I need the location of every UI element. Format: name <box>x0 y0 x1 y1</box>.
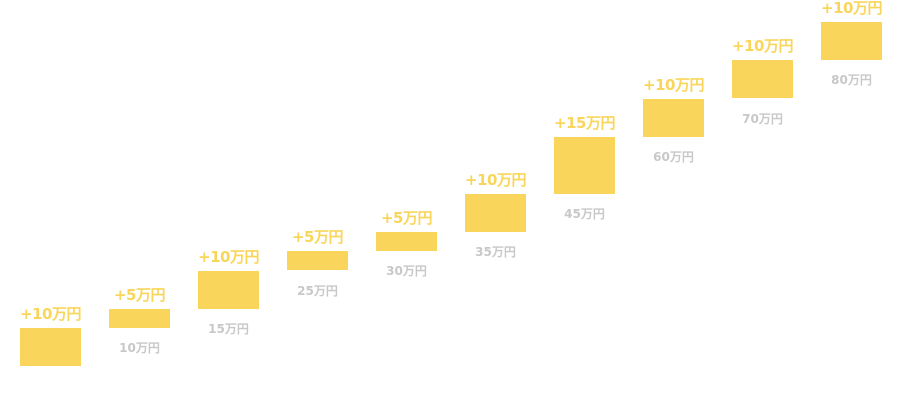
waterfall-bar <box>732 60 793 98</box>
delta-label: +10万円 <box>643 76 704 94</box>
delta-label: +5万円 <box>291 228 344 246</box>
delta-label: +5万円 <box>113 286 166 304</box>
delta-label: +15万円 <box>554 114 615 132</box>
cumulative-total-label: 80万円 <box>831 73 872 87</box>
cumulative-total-label: 10万円 <box>119 341 160 355</box>
waterfall-bar <box>109 309 170 328</box>
cumulative-total-label: 15万円 <box>208 322 249 336</box>
cumulative-total-label: 25万円 <box>297 284 338 298</box>
cumulative-total-label: 30万円 <box>386 264 427 278</box>
cumulative-total-label: 45万円 <box>564 207 605 221</box>
cumulative-total-label: 70万円 <box>742 112 783 126</box>
waterfall-bar <box>465 194 526 232</box>
delta-label: +10万円 <box>198 248 259 266</box>
waterfall-bar <box>287 251 348 270</box>
waterfall-bar <box>821 22 882 60</box>
delta-label: +10万円 <box>20 305 81 323</box>
waterfall-bar <box>20 328 81 366</box>
cumulative-total-label: 35万円 <box>475 245 516 259</box>
delta-label: +10万円 <box>821 0 882 17</box>
delta-label: +10万円 <box>465 171 526 189</box>
waterfall-bar <box>198 271 259 309</box>
cumulative-total-label: 60万円 <box>653 150 694 164</box>
waterfall-bar <box>376 232 437 251</box>
delta-label: +5万円 <box>380 209 433 227</box>
waterfall-bar <box>643 99 704 137</box>
waterfall-bar <box>554 137 615 194</box>
delta-label: +10万円 <box>732 37 793 55</box>
